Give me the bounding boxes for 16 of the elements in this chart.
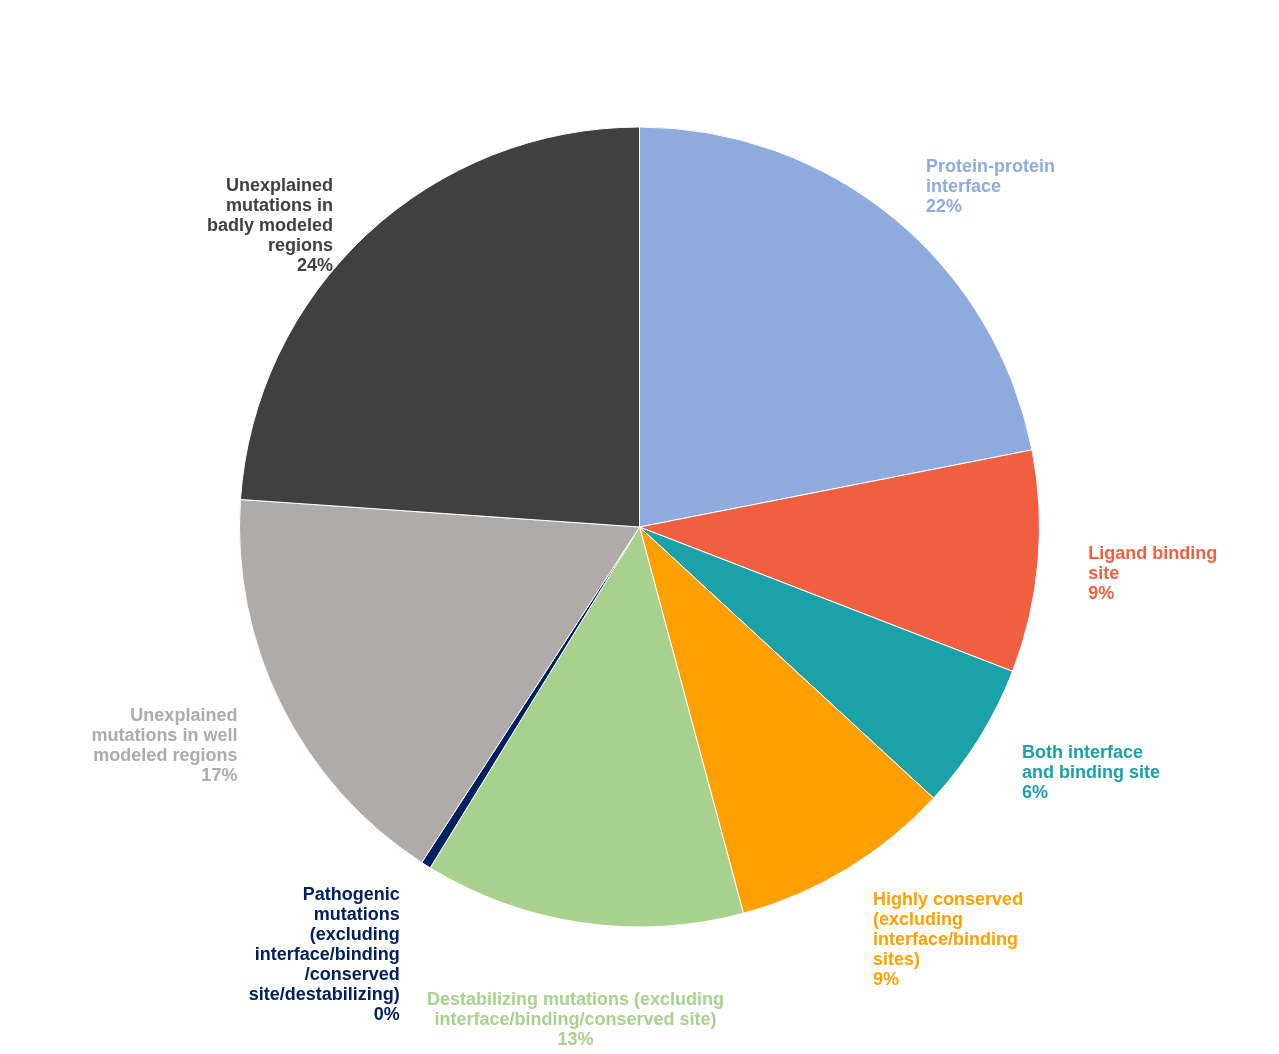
data-label: 9% (1088, 583, 1115, 604)
data-label: 0% (373, 1004, 400, 1025)
slice-label: Unexplained mutations in well modeled regions (91, 705, 238, 766)
data-label: 13% (557, 1028, 594, 1049)
data-label: 6% (1021, 781, 1048, 802)
slice-label: Pathogenic mutations (excluding interface/binding /conserved site/destabilizing) (248, 884, 400, 1005)
slice-label: Highly conserved (excluding interface/binding sites) (873, 888, 1024, 969)
slice-label: Ligand binding site (1088, 543, 1218, 584)
slice-label: Unexplained mutations in badly modeled regions (206, 175, 333, 256)
slice-label: Both interface and binding site (1021, 741, 1160, 782)
data-label: 22% (925, 196, 962, 217)
slice-label: Protein-protein interface (925, 156, 1055, 197)
data-label: 9% (873, 968, 900, 989)
data-label: 17% (201, 765, 238, 786)
slice-label: Destabilizing mutations (excluding interface/binding/conserved site) (426, 988, 724, 1029)
data-label: 24% (296, 255, 333, 276)
